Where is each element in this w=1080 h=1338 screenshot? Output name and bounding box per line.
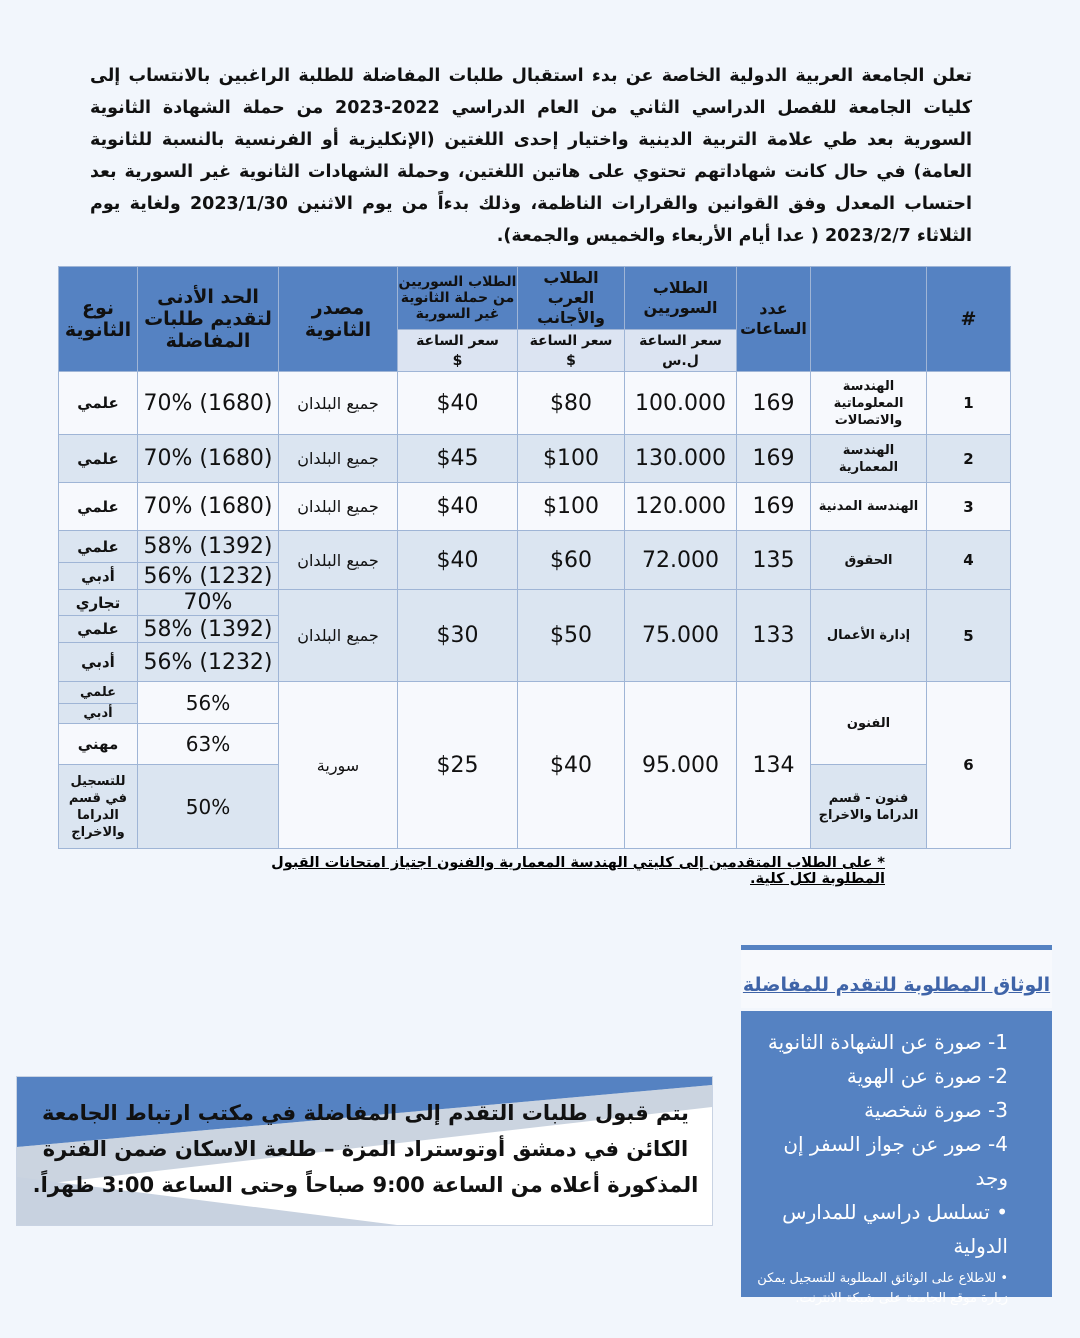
divider	[741, 945, 1052, 950]
hours: 169	[736, 434, 811, 483]
doc-item: 1- صورة عن الشهادة الثانوية	[767, 1030, 1008, 1054]
price-syrian: 72.000	[624, 530, 737, 590]
price-syrian: 95.000	[624, 681, 737, 849]
fees-table: # عدد الساعات الطلاب السوريين الطلاب الع…	[58, 266, 1011, 849]
min-score: 58% (1392)	[137, 530, 279, 563]
price-nonsyrian: $25	[397, 681, 518, 849]
doc-item: • تسلسل دراسي للمدارس الدولية	[782, 1200, 1008, 1258]
row-num: 6	[926, 681, 1011, 849]
min-score: 58% (1392)	[137, 615, 279, 643]
faculty-name: الهندسة المدنية	[810, 482, 927, 531]
docs-title: الوثاق المطلوبة للتقدم للمفاضلة	[741, 950, 1052, 1008]
header-name	[810, 266, 927, 372]
required-documents-box: الوثاق المطلوبة للتقدم للمفاضلة 1- صورة …	[741, 945, 1052, 1306]
hours: 135	[736, 530, 811, 590]
price-arab: $100	[517, 434, 625, 483]
source: جميع البلدان	[278, 589, 398, 682]
hours: 169	[736, 482, 811, 531]
decorative-stripes	[17, 1077, 712, 1225]
footnote: * على الطلاب المتقدمين إلى كليتي الهندسة…	[271, 855, 885, 887]
subheader-price-usd: سعر الساعة $	[517, 329, 625, 372]
faculty-name: إدارة الأعمال	[810, 589, 927, 682]
header-hours: عدد الساعات	[736, 266, 811, 372]
source: سورية	[278, 681, 398, 849]
source: جميع البلدان	[278, 530, 398, 590]
header-arab: الطلاب العرب والأجانب	[517, 266, 625, 330]
main-content: تعلن الجامعة العربية الدولية الخاصة عن ب…	[58, 60, 1011, 887]
type: علمي	[58, 615, 138, 643]
price-nonsyrian: $40	[397, 371, 518, 435]
row-num: 5	[926, 589, 1011, 682]
type: علمي	[58, 371, 138, 435]
price-arab: $40	[517, 681, 625, 849]
price-nonsyrian: $40	[397, 530, 518, 590]
source: جميع البلدان	[278, 482, 398, 531]
type: مهني	[58, 723, 138, 765]
application-location-box: يتم قبول طلبات التقدم إلى المفاضلة في مك…	[16, 1076, 713, 1226]
faculty-name: الفنون	[810, 681, 927, 765]
hours: 133	[736, 589, 811, 682]
price-arab: $50	[517, 589, 625, 682]
hours: 169	[736, 371, 811, 435]
subheader-price-sp: سعر الساعة ل.س	[624, 329, 737, 372]
price-nonsyrian: $30	[397, 589, 518, 682]
header-min: الحد الأدنى لتقديم طلبات المفاضلة	[137, 266, 279, 372]
header-syrian: الطلاب السوريين	[624, 266, 737, 330]
header-type: نوع الثانوية	[58, 266, 138, 372]
price-syrian: 120.000	[624, 482, 737, 531]
doc-item: 2- صورة عن الهوية	[846, 1064, 1008, 1088]
price-nonsyrian: $40	[397, 482, 518, 531]
price-syrian: 130.000	[624, 434, 737, 483]
min-score: 56%	[137, 681, 279, 724]
row-num: 1	[926, 371, 1011, 435]
min-score: 70% (1680)	[137, 482, 279, 531]
min-score: 63%	[137, 723, 279, 765]
faculty-name: الهندسة المعلوماتية والاتصالات	[810, 371, 927, 435]
type: أدبي	[58, 703, 138, 724]
type: تجاري	[58, 589, 138, 616]
row-num: 3	[926, 482, 1011, 531]
type: علمي	[58, 530, 138, 563]
min-score: 70% (1680)	[137, 371, 279, 435]
price-nonsyrian: $45	[397, 434, 518, 483]
min-score: 70%	[137, 589, 279, 616]
doc-item: 4- صور عن جواز السفر إن وجد	[783, 1132, 1008, 1190]
announcement-text: تعلن الجامعة العربية الدولية الخاصة عن ب…	[90, 66, 972, 246]
min-score: 56% (1232)	[137, 642, 279, 682]
subheader-price-usd: سعر الساعة $	[397, 329, 518, 372]
type: أدبي	[58, 642, 138, 682]
source: جميع البلدان	[278, 434, 398, 483]
header-num: #	[926, 266, 1011, 372]
price-arab: $60	[517, 530, 625, 590]
row-num: 4	[926, 530, 1011, 590]
header-nonsyrian: الطلاب السوريين من حملة الثانوية غير الس…	[397, 266, 518, 330]
doc-item: • للاطلاع على الوثائق المطلوبة للتسجيل ي…	[757, 1271, 1008, 1306]
faculty-name-drama: فنون - قسم الدراما والاخراج	[810, 764, 927, 849]
doc-item: 3- صورة شخصية	[864, 1098, 1008, 1122]
faculty-name: الهندسة المعمارية	[810, 434, 927, 483]
type: علمي	[58, 434, 138, 483]
faculty-name: الحقوق	[810, 530, 927, 590]
type: علمي	[58, 681, 138, 704]
price-syrian: 75.000	[624, 589, 737, 682]
type: للتسجيل في قسم الدراما والاخراج	[58, 764, 138, 849]
price-syrian: 100.000	[624, 371, 737, 435]
price-arab: $100	[517, 482, 625, 531]
hours: 134	[736, 681, 811, 849]
min-score: 56% (1232)	[137, 562, 279, 590]
location-text: يتم قبول طلبات التقدم إلى المفاضلة في مك…	[32, 1101, 699, 1197]
price-arab: $80	[517, 371, 625, 435]
type: أدبي	[58, 562, 138, 590]
header-source: مصدر الثانوية	[278, 266, 398, 372]
row-num: 2	[926, 434, 1011, 483]
type: علمي	[58, 482, 138, 531]
min-score: 50%	[137, 764, 279, 849]
min-score: 70% (1680)	[137, 434, 279, 483]
source: جميع البلدان	[278, 371, 398, 435]
